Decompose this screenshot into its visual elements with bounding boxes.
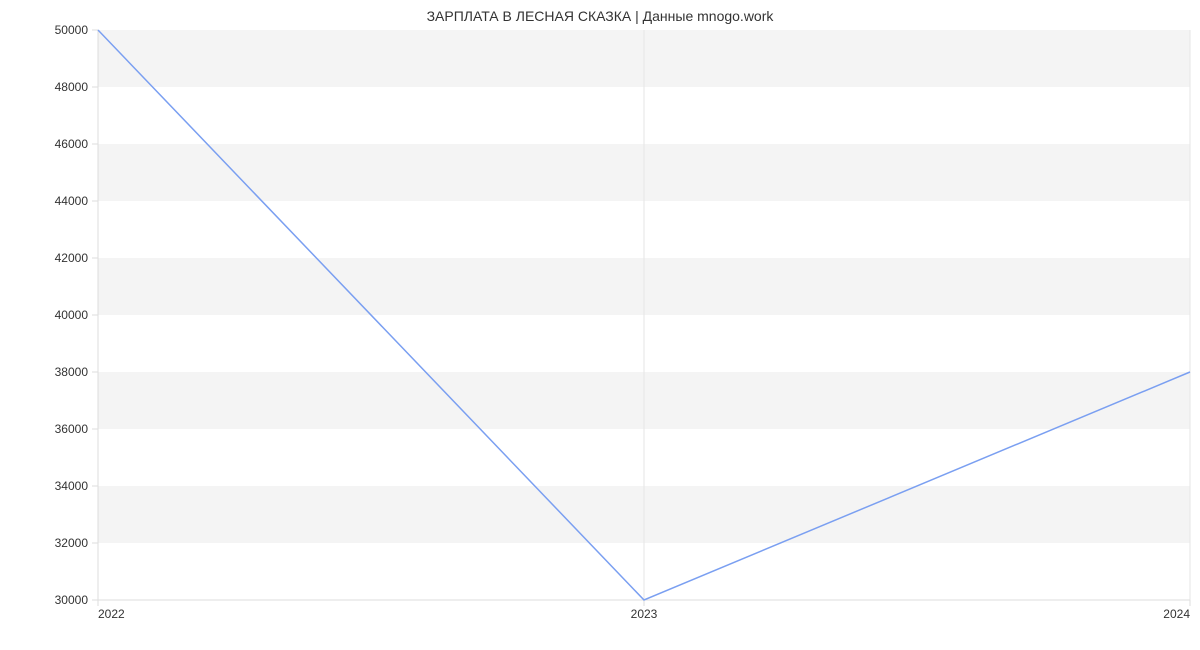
svg-text:32000: 32000 [55,536,89,550]
svg-text:36000: 36000 [55,422,89,436]
svg-text:34000: 34000 [55,479,89,493]
svg-text:42000: 42000 [55,251,89,265]
svg-text:38000: 38000 [55,365,89,379]
svg-text:46000: 46000 [55,137,89,151]
svg-text:40000: 40000 [55,308,89,322]
svg-text:2024: 2024 [1163,607,1190,621]
svg-text:2022: 2022 [98,607,125,621]
svg-text:30000: 30000 [55,593,89,607]
chart-svg: 30000 32000 34000 36000 38000 40000 42000 44000… [0,0,1200,650]
svg-text:48000: 48000 [55,80,89,94]
salary-line-chart: ЗАРПЛАТА В ЛЕСНАЯ СКАЗКА | Данные mnogo.… [0,0,1200,650]
svg-text:44000: 44000 [55,194,89,208]
svg-text:50000: 50000 [55,23,89,37]
svg-text:2023: 2023 [631,607,658,621]
